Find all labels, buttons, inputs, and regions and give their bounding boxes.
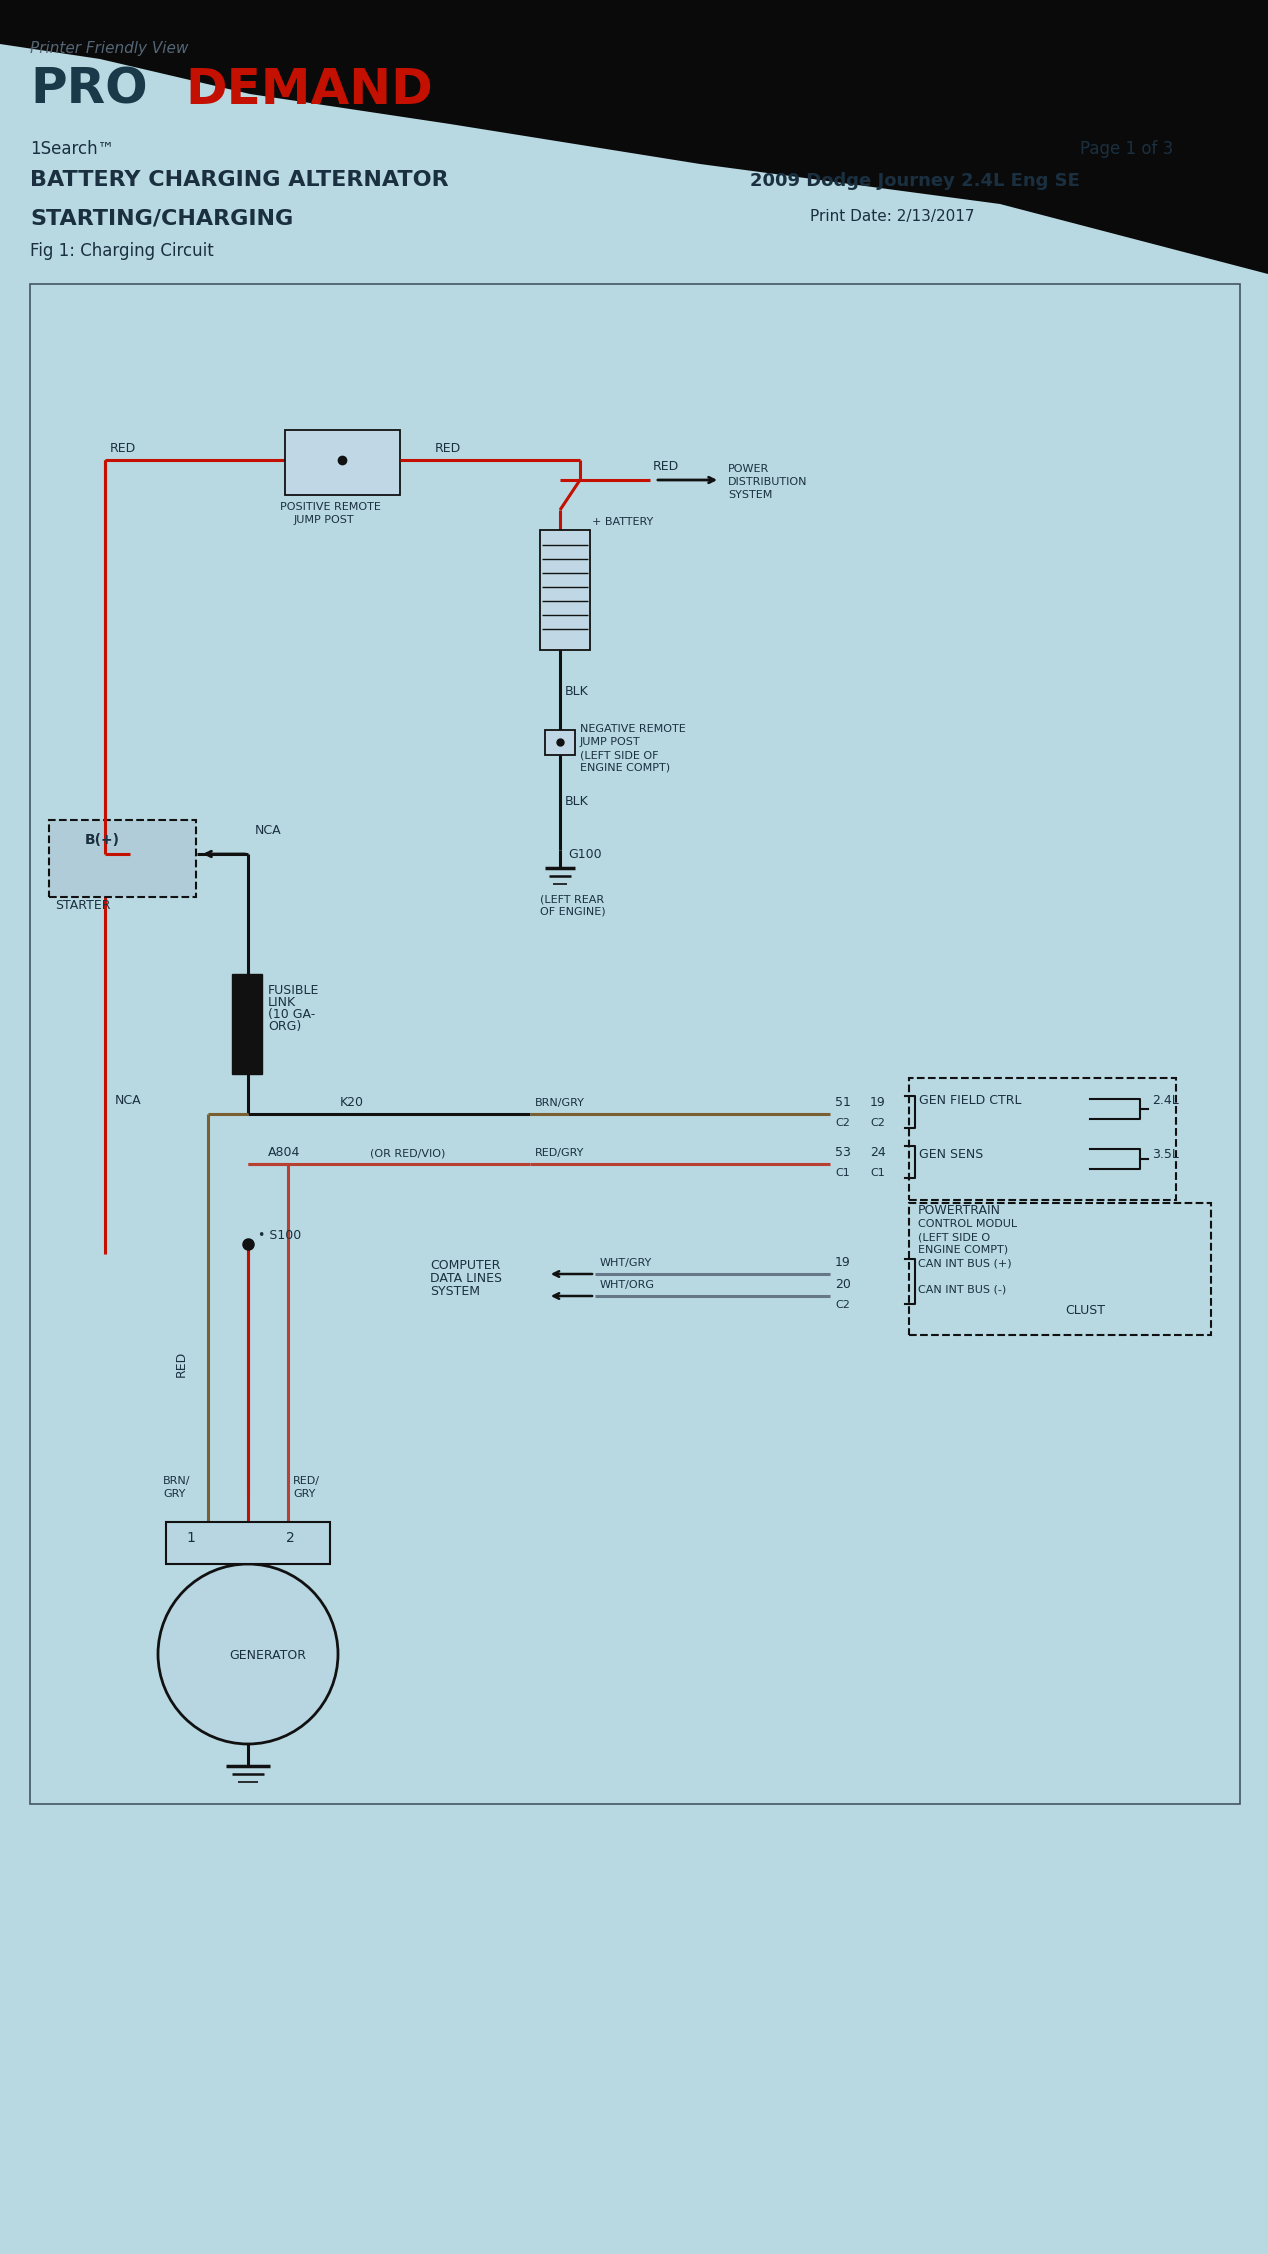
Text: + BATTERY: + BATTERY bbox=[592, 516, 653, 527]
Text: RED: RED bbox=[110, 442, 136, 455]
Text: RED: RED bbox=[653, 460, 680, 473]
Text: DATA LINES: DATA LINES bbox=[430, 1271, 502, 1285]
Bar bbox=[545, 730, 574, 755]
Text: PRO: PRO bbox=[30, 65, 147, 115]
Text: BRN/GRY: BRN/GRY bbox=[535, 1098, 585, 1109]
Text: C2: C2 bbox=[836, 1118, 850, 1127]
Text: 53: 53 bbox=[836, 1145, 851, 1159]
Text: CAN INT BUS (-): CAN INT BUS (-) bbox=[918, 1285, 1007, 1296]
Text: 2009 Dodge Journey 2.4L Eng SE: 2009 Dodge Journey 2.4L Eng SE bbox=[749, 171, 1080, 189]
Polygon shape bbox=[0, 0, 1268, 275]
Text: (LEFT SIDE OF: (LEFT SIDE OF bbox=[579, 751, 658, 760]
Text: 24: 24 bbox=[870, 1145, 886, 1159]
Text: FUSIBLE: FUSIBLE bbox=[268, 985, 320, 996]
Text: CONTROL MODUL: CONTROL MODUL bbox=[918, 1219, 1017, 1228]
Text: NEGATIVE REMOTE: NEGATIVE REMOTE bbox=[579, 724, 686, 735]
Text: Page 1 of 3: Page 1 of 3 bbox=[1080, 140, 1173, 158]
Text: LINK: LINK bbox=[268, 996, 297, 1010]
Text: C2: C2 bbox=[870, 1118, 885, 1127]
Text: 1: 1 bbox=[186, 1530, 195, 1544]
Text: RED/GRY: RED/GRY bbox=[535, 1147, 585, 1159]
Text: BATTERY CHARGING ALTERNATOR: BATTERY CHARGING ALTERNATOR bbox=[30, 169, 449, 189]
Text: NCA: NCA bbox=[255, 825, 281, 836]
Text: 2.4L: 2.4L bbox=[1153, 1093, 1179, 1107]
Text: C1: C1 bbox=[836, 1168, 850, 1179]
Text: 19: 19 bbox=[836, 1255, 851, 1269]
Text: RED: RED bbox=[175, 1350, 188, 1377]
Text: A804: A804 bbox=[268, 1145, 301, 1159]
Text: G100: G100 bbox=[568, 848, 601, 861]
Text: Print Date: 2/13/2017: Print Date: 2/13/2017 bbox=[810, 210, 975, 223]
Text: 1Search™: 1Search™ bbox=[30, 140, 114, 158]
Text: 2: 2 bbox=[287, 1530, 294, 1544]
Text: CAN INT BUS (+): CAN INT BUS (+) bbox=[918, 1258, 1012, 1269]
Text: GEN SENS: GEN SENS bbox=[919, 1147, 983, 1161]
Bar bbox=[285, 431, 399, 496]
Circle shape bbox=[158, 1564, 339, 1745]
Bar bbox=[30, 284, 1240, 1803]
Text: POWER: POWER bbox=[728, 464, 770, 473]
Bar bbox=[540, 530, 590, 649]
Text: 19: 19 bbox=[870, 1095, 886, 1109]
Text: WHT/ORG: WHT/ORG bbox=[600, 1280, 656, 1289]
Text: SYSTEM: SYSTEM bbox=[728, 489, 772, 500]
FancyBboxPatch shape bbox=[49, 820, 197, 897]
Text: C1: C1 bbox=[870, 1168, 885, 1179]
Text: CLUST: CLUST bbox=[1065, 1305, 1104, 1316]
Text: GRY: GRY bbox=[164, 1490, 185, 1499]
Bar bbox=[232, 974, 262, 1073]
Text: 51: 51 bbox=[836, 1095, 851, 1109]
Text: BLK: BLK bbox=[566, 796, 588, 807]
Text: C2: C2 bbox=[836, 1301, 850, 1310]
Text: K20: K20 bbox=[340, 1095, 364, 1109]
Text: Fig 1: Charging Circuit: Fig 1: Charging Circuit bbox=[30, 241, 214, 259]
Text: JUMP POST: JUMP POST bbox=[294, 514, 355, 525]
Text: STARTER: STARTER bbox=[55, 899, 110, 913]
Text: BRN/: BRN/ bbox=[164, 1476, 190, 1485]
Text: (LEFT SIDE O: (LEFT SIDE O bbox=[918, 1233, 990, 1242]
Text: POWERTRAIN: POWERTRAIN bbox=[918, 1204, 1000, 1217]
Text: SYSTEM: SYSTEM bbox=[430, 1285, 481, 1298]
Text: Printer Friendly View: Printer Friendly View bbox=[30, 41, 189, 56]
Text: RED/: RED/ bbox=[293, 1476, 320, 1485]
Text: ENGINE COMPT): ENGINE COMPT) bbox=[918, 1244, 1008, 1255]
Text: OF ENGINE): OF ENGINE) bbox=[540, 906, 606, 917]
Text: GEN FIELD CTRL: GEN FIELD CTRL bbox=[919, 1093, 1022, 1107]
Text: DISTRIBUTION: DISTRIBUTION bbox=[728, 478, 808, 487]
Text: (LEFT REAR: (LEFT REAR bbox=[540, 895, 604, 904]
Text: WHT/GRY: WHT/GRY bbox=[600, 1258, 652, 1269]
Text: STARTING/CHARGING: STARTING/CHARGING bbox=[30, 207, 293, 228]
Text: ENGINE COMPT): ENGINE COMPT) bbox=[579, 764, 670, 773]
Text: RED: RED bbox=[435, 442, 462, 455]
Bar bbox=[166, 1521, 330, 1564]
Text: (OR RED/VIO): (OR RED/VIO) bbox=[370, 1147, 445, 1159]
Text: POSITIVE REMOTE: POSITIVE REMOTE bbox=[280, 503, 380, 512]
Text: DEMAND: DEMAND bbox=[185, 65, 432, 115]
Text: 20: 20 bbox=[836, 1278, 851, 1292]
Text: • S100: • S100 bbox=[257, 1228, 302, 1242]
Text: JUMP POST: JUMP POST bbox=[579, 737, 640, 746]
Text: ORG): ORG) bbox=[268, 1021, 302, 1032]
Text: NCA: NCA bbox=[115, 1093, 142, 1107]
Text: B(+): B(+) bbox=[85, 834, 120, 848]
Text: 3.5L: 3.5L bbox=[1153, 1147, 1179, 1161]
Text: GENERATOR: GENERATOR bbox=[230, 1650, 307, 1661]
Text: (10 GA-: (10 GA- bbox=[268, 1008, 316, 1021]
Text: BLK: BLK bbox=[566, 685, 588, 699]
Text: COMPUTER: COMPUTER bbox=[430, 1260, 501, 1271]
Text: GRY: GRY bbox=[293, 1490, 316, 1499]
